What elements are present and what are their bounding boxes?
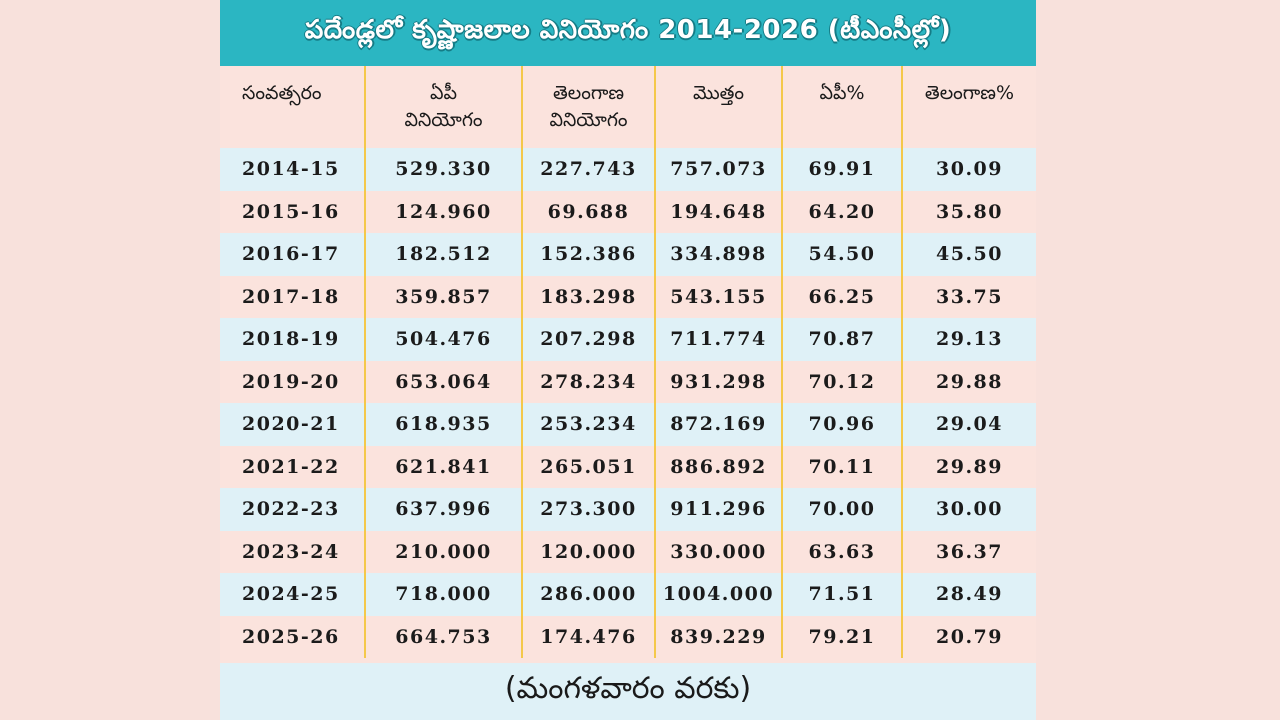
cell-total: 931.298 [655,360,783,403]
cell-tg-percent: 36.37 [902,530,1036,573]
cell-tg-usage: 273.300 [522,488,656,531]
cell-tg-percent: 29.13 [902,318,1036,361]
cell-ap-percent: 70.11 [782,445,903,488]
table-row: 2024-25 718.000 286.000 1004.000 71.51 2… [220,573,1036,616]
cell-year: 2025-26 [220,615,366,658]
cell-tg-percent: 30.00 [902,488,1036,531]
footer-note: (మంగళవారం వరకు) [220,663,1036,720]
cell-tg-usage: 174.476 [522,615,656,658]
header-total: మొత్తం [655,66,783,148]
cell-ap-percent: 64.20 [782,190,903,233]
cell-ap-usage: 618.935 [365,403,523,446]
cell-total: 334.898 [655,233,783,276]
header-year: సంవత్సరం [220,66,366,148]
cell-ap-usage: 653.064 [365,360,523,403]
cell-year: 2018-19 [220,318,366,361]
cell-tg-usage: 120.000 [522,530,656,573]
water-usage-table: సంవత్సరం ఏపీ వినియోగం తెలంగాణ వినియోగం మొత… [220,66,1036,658]
cell-tg-percent: 29.04 [902,403,1036,446]
cell-ap-usage: 359.857 [365,275,523,318]
cell-ap-usage: 529.330 [365,148,523,191]
cell-tg-usage: 253.234 [522,403,656,446]
cell-ap-percent: 54.50 [782,233,903,276]
cell-ap-percent: 70.96 [782,403,903,446]
title-bar: పదేండ్లలో కృష్ణాజలాల వినియోగం 2014-2026 … [220,0,1036,66]
table-row: 2025-26 664.753 174.476 839.229 79.21 20… [220,615,1036,658]
cell-tg-usage: 227.743 [522,148,656,191]
cell-ap-usage: 621.841 [365,445,523,488]
cell-year: 2021-22 [220,445,366,488]
cell-total: 757.073 [655,148,783,191]
table-row: 2019-20 653.064 278.234 931.298 70.12 29… [220,360,1036,403]
cell-tg-percent: 30.09 [902,148,1036,191]
cell-ap-usage: 637.996 [365,488,523,531]
cell-tg-usage: 286.000 [522,573,656,616]
cell-total: 872.169 [655,403,783,446]
cell-year: 2020-21 [220,403,366,446]
cell-ap-percent: 70.12 [782,360,903,403]
cell-tg-percent: 35.80 [902,190,1036,233]
cell-tg-percent: 29.88 [902,360,1036,403]
cell-ap-usage: 718.000 [365,573,523,616]
cell-year: 2023-24 [220,530,366,573]
cell-total: 886.892 [655,445,783,488]
cell-year: 2019-20 [220,360,366,403]
cell-ap-percent: 79.21 [782,615,903,658]
cell-ap-percent: 69.91 [782,148,903,191]
table-body: 2014-15 529.330 227.743 757.073 69.91 30… [220,148,1036,658]
cell-tg-usage: 183.298 [522,275,656,318]
cell-year: 2016-17 [220,233,366,276]
table-row: 2018-19 504.476 207.298 711.774 70.87 29… [220,318,1036,361]
table-header-row: సంవత్సరం ఏపీ వినియోగం తెలంగాణ వినియోగం మొత… [220,66,1036,148]
cell-total: 1004.000 [655,573,783,616]
table-row: 2022-23 637.996 273.300 911.296 70.00 30… [220,488,1036,531]
cell-ap-percent: 70.87 [782,318,903,361]
cell-year: 2015-16 [220,190,366,233]
cell-total: 911.296 [655,488,783,531]
infographic-card: పదేండ్లలో కృష్ణాజలాల వినియోగం 2014-2026 … [220,0,1036,720]
cell-tg-usage: 265.051 [522,445,656,488]
cell-ap-usage: 182.512 [365,233,523,276]
cell-ap-usage: 124.960 [365,190,523,233]
header-ap-usage: ఏపీ వినియోగం [365,66,523,148]
cell-tg-usage: 69.688 [522,190,656,233]
table-row: 2015-16 124.960 69.688 194.648 64.20 35.… [220,190,1036,233]
cell-ap-usage: 504.476 [365,318,523,361]
header-ap-percent: ఏపీ% [782,66,903,148]
cell-tg-usage: 207.298 [522,318,656,361]
cell-total: 543.155 [655,275,783,318]
cell-year: 2014-15 [220,148,366,191]
cell-ap-usage: 210.000 [365,530,523,573]
cell-ap-usage: 664.753 [365,615,523,658]
table-row: 2016-17 182.512 152.386 334.898 54.50 45… [220,233,1036,276]
cell-tg-usage: 152.386 [522,233,656,276]
cell-tg-percent: 45.50 [902,233,1036,276]
cell-total: 839.229 [655,615,783,658]
cell-ap-percent: 70.00 [782,488,903,531]
page-title: పదేండ్లలో కృష్ణాజలాల వినియోగం 2014-2026 … [304,15,952,45]
cell-ap-percent: 63.63 [782,530,903,573]
cell-tg-percent: 29.89 [902,445,1036,488]
header-tg-percent: తెలంగాణ% [924,82,1015,104]
table-row: 2017-18 359.857 183.298 543.155 66.25 33… [220,275,1036,318]
table-row: 2014-15 529.330 227.743 757.073 69.91 30… [220,148,1036,191]
cell-tg-percent: 20.79 [902,615,1036,658]
table-row: 2020-21 618.935 253.234 872.169 70.96 29… [220,403,1036,446]
cell-tg-percent: 33.75 [902,275,1036,318]
cell-year: 2024-25 [220,573,366,616]
cell-total: 711.774 [655,318,783,361]
cell-year: 2017-18 [220,275,366,318]
cell-total: 194.648 [655,190,783,233]
table-row: 2023-24 210.000 120.000 330.000 63.63 36… [220,530,1036,573]
cell-year: 2022-23 [220,488,366,531]
cell-tg-usage: 278.234 [522,360,656,403]
cell-total: 330.000 [655,530,783,573]
header-tg-usage: తెలంగాణ వినియోగం [522,66,656,148]
cell-ap-percent: 71.51 [782,573,903,616]
cell-ap-percent: 66.25 [782,275,903,318]
table-row: 2021-22 621.841 265.051 886.892 70.11 29… [220,445,1036,488]
cell-tg-percent: 28.49 [902,573,1036,616]
